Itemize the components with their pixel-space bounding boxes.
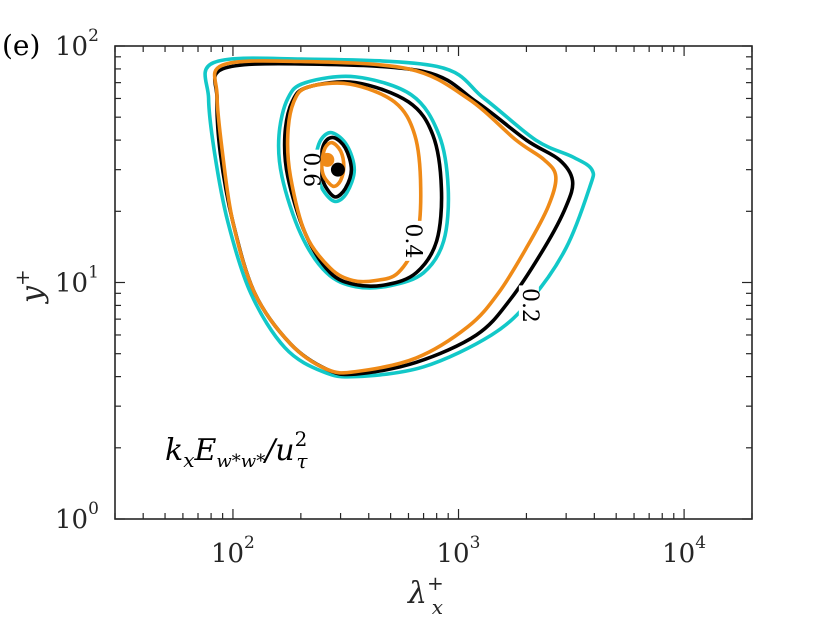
x-axis-label-sub: x [432,595,443,619]
contour-label-bg [518,285,539,326]
y-axis-label-sup: + [10,269,34,286]
contour-lines [203,56,596,379]
x-tick-label: 103 [437,533,481,569]
contour-label-bg [300,149,321,190]
annotation-u: /u [262,433,294,468]
annotation-E: E [193,433,216,468]
x-axis-label-sup: + [427,571,444,595]
x-axis-label: λ+ x [407,571,444,619]
annotation-sub-ww: w*w* [216,451,265,472]
y-tick-label: 101 [55,263,99,299]
x-tick-label: 104 [662,533,706,569]
contour-label-0: 0.6 [298,152,323,187]
y-axis-label-main: y [15,285,50,305]
y-axis-label-group: y+ [10,269,50,305]
x-tick-label: 102 [211,533,255,569]
y-tick-label: 100 [55,499,99,535]
contour-level-labels: 0.6 0.4 0.2 [298,149,542,326]
y-tick-label: 102 [55,26,99,62]
peak-marker-0 [320,152,335,167]
contour-series-0-level-0-4 [276,74,451,290]
contour-series-0-level-0-6 [313,130,357,204]
annotation-sup-2: 2 [295,427,308,451]
annotation-sub-x: x [183,448,194,472]
axis-ticks [114,45,753,520]
contour-series-2-level-0-2 [212,59,558,375]
contour-series-0-level-0-2 [203,56,596,379]
contour-label-1: 0.4 [400,223,425,258]
annotation-sub-tau: τ [296,449,308,473]
peak-marker-1 [330,162,345,177]
peak-markers [320,152,345,177]
contour-label-bg [401,220,422,261]
x-axis-label-main: λ [407,576,427,611]
y-axis-label: y+ [10,269,50,305]
annotation-k: k [165,433,183,468]
tick-labels: 102 103 104 100 101 102 [55,26,706,569]
annotation-formula: kxEw*w*/u2 τ [165,427,308,473]
contour-label-2: 0.2 [517,288,542,323]
panel-label: (e) [2,29,40,62]
contour-series-1-level-0-6 [318,135,354,199]
